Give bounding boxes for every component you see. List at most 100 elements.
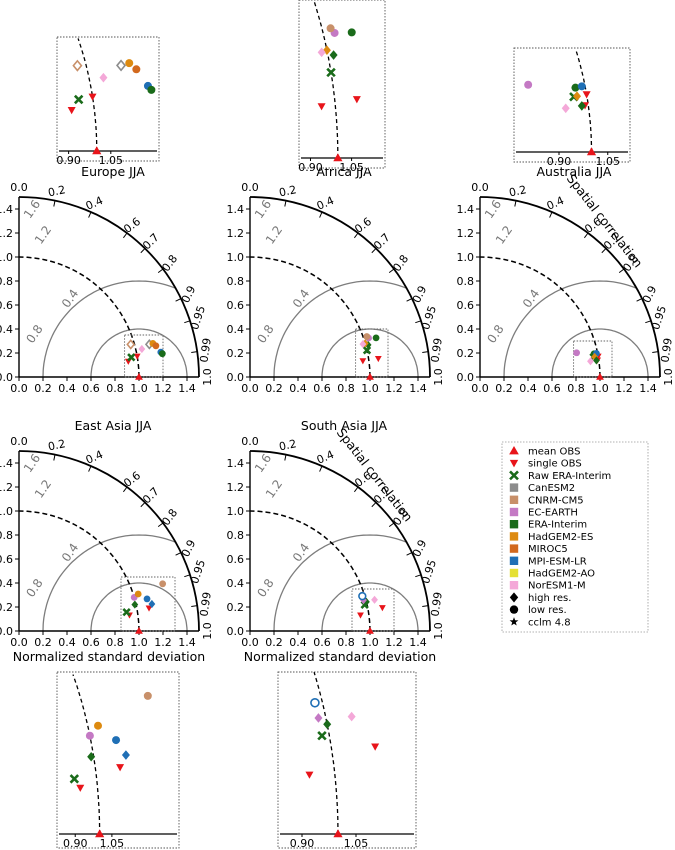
corr-zero-label: 0.0 bbox=[471, 181, 489, 194]
zoom-data-point bbox=[317, 730, 327, 741]
zoom-data-point bbox=[323, 719, 332, 730]
x-tick-label: 1.2 bbox=[385, 636, 403, 649]
x-tick-label: 0.0 bbox=[10, 382, 28, 395]
corr-tick-label: 0.9 bbox=[410, 538, 429, 559]
y-tick-label: 1.0 bbox=[227, 505, 245, 518]
y-tick-label: 0.6 bbox=[227, 299, 245, 312]
corr-tick-label: 0.9 bbox=[179, 284, 198, 305]
data-point bbox=[134, 590, 142, 598]
corr-tick-label: 0.9 bbox=[640, 284, 659, 305]
data-point bbox=[131, 600, 139, 609]
crms-label: 0.4 bbox=[59, 287, 81, 311]
zoom-data-point bbox=[94, 721, 103, 730]
zoom-data-point bbox=[121, 750, 130, 760]
data-point bbox=[158, 350, 166, 358]
legend-marker bbox=[509, 459, 519, 468]
legend-label: CanESM2 bbox=[528, 483, 575, 494]
corr-tick-label: 0.95 bbox=[649, 304, 669, 331]
zoom-region bbox=[351, 588, 395, 632]
y-tick-label: 1.2 bbox=[227, 227, 245, 240]
zoom-data-point bbox=[112, 736, 121, 745]
x-tick-label: 0.2 bbox=[265, 382, 283, 395]
crms-arc bbox=[273, 280, 407, 378]
corr-tick-mark bbox=[53, 200, 56, 207]
corr-tick-mark bbox=[371, 502, 377, 508]
data-point bbox=[596, 372, 604, 380]
reference-std-arc bbox=[18, 256, 140, 378]
zoom-data-point bbox=[371, 743, 380, 751]
x-tick-label: 0.2 bbox=[34, 382, 52, 395]
data-point bbox=[371, 595, 378, 604]
data-point bbox=[359, 339, 367, 349]
crms-label: 1.2 bbox=[32, 223, 54, 247]
y-tick-label: 0.2 bbox=[457, 347, 475, 360]
taylor-panel-1: 0.00.00.20.20.40.40.60.60.80.81.01.01.21… bbox=[0, 36, 214, 395]
corr-tick-mark bbox=[123, 486, 128, 493]
corr-tick-mark bbox=[140, 248, 146, 254]
y-tick-label: 0.0 bbox=[227, 371, 245, 384]
crms-arc bbox=[551, 328, 649, 377]
corr-tick-label: 0.95 bbox=[419, 304, 439, 331]
corr-tick-mark bbox=[88, 211, 92, 218]
zoom-data-point bbox=[586, 147, 597, 156]
corr-tick-label: 1.0 bbox=[201, 368, 214, 386]
zoom-tick-label: 1.05 bbox=[344, 837, 369, 850]
x-axis-label: Normalized standard deviation bbox=[244, 649, 436, 664]
corr-tick-label: 0.7 bbox=[140, 485, 162, 507]
crms-arc bbox=[42, 534, 176, 632]
corr-tick-label: 0.4 bbox=[84, 448, 105, 467]
zoom-data-point bbox=[524, 80, 533, 89]
corr-tick-mark bbox=[415, 574, 422, 578]
x-tick-label: 0.0 bbox=[241, 382, 259, 395]
zoom-data-point bbox=[143, 691, 152, 700]
zoom-data-point bbox=[333, 153, 343, 162]
zoom-data-point bbox=[92, 146, 102, 155]
outer-arc bbox=[249, 450, 431, 632]
x-tick-label: 1.0 bbox=[130, 382, 148, 395]
corr-tick-mark bbox=[191, 351, 198, 353]
corr-tick-mark bbox=[415, 320, 422, 324]
corr-tick-label: 0.4 bbox=[315, 194, 336, 213]
x-tick-label: 0.4 bbox=[58, 636, 76, 649]
zoom-inset: 0.90 1.05 bbox=[56, 671, 180, 850]
crms-label: 1.2 bbox=[263, 223, 285, 247]
y-tick-label: 1.4 bbox=[0, 457, 13, 470]
y-tick-label: 0.8 bbox=[0, 529, 13, 542]
reference-std-arc bbox=[249, 256, 371, 378]
zoom-data-point bbox=[99, 72, 108, 83]
zoom-data-point bbox=[132, 65, 141, 74]
legend-label: MPI-ESM-LR bbox=[528, 556, 587, 567]
legend-label: NorESM1-M bbox=[528, 581, 586, 592]
data-point bbox=[366, 626, 374, 634]
corr-tick-label: 1.0 bbox=[662, 368, 675, 386]
data-point bbox=[127, 353, 136, 362]
y-tick-label: 1.4 bbox=[227, 457, 245, 470]
taylor-panel-3: 0.00.00.20.20.40.40.60.60.80.81.01.01.21… bbox=[457, 47, 675, 395]
outer-arc bbox=[249, 196, 431, 378]
data-point bbox=[573, 349, 581, 357]
crms-label: 0.4 bbox=[520, 287, 542, 311]
x-tick-label: 0.8 bbox=[337, 382, 355, 395]
corr-tick-label: 0.6 bbox=[121, 469, 143, 490]
zoom-data-point bbox=[352, 96, 361, 104]
y-tick-label: 0.2 bbox=[0, 601, 13, 614]
corr-tick-mark bbox=[184, 320, 191, 324]
corr-tick-mark bbox=[618, 268, 625, 274]
corr-tick-label: 0.99 bbox=[428, 337, 444, 363]
corr-tick-label: 0.7 bbox=[140, 231, 162, 253]
zoom-tick-label: 0.90 bbox=[63, 837, 88, 850]
corr-tick-mark bbox=[140, 502, 146, 508]
zoom-frame bbox=[56, 671, 180, 849]
corr-tick-mark bbox=[353, 486, 359, 493]
corr-tick-mark bbox=[191, 605, 198, 607]
crms-arc bbox=[321, 582, 419, 631]
x-tick-label: 0.0 bbox=[241, 636, 259, 649]
corr-tick-label: 0.2 bbox=[278, 437, 298, 453]
data-point bbox=[378, 605, 386, 612]
panel-title: Europe JJA bbox=[81, 164, 145, 179]
x-tick-label: 0.4 bbox=[519, 382, 537, 395]
data-point bbox=[363, 333, 371, 340]
zoom-data-point bbox=[125, 59, 134, 68]
legend-marker bbox=[509, 507, 519, 517]
zoom-frame bbox=[513, 47, 631, 163]
